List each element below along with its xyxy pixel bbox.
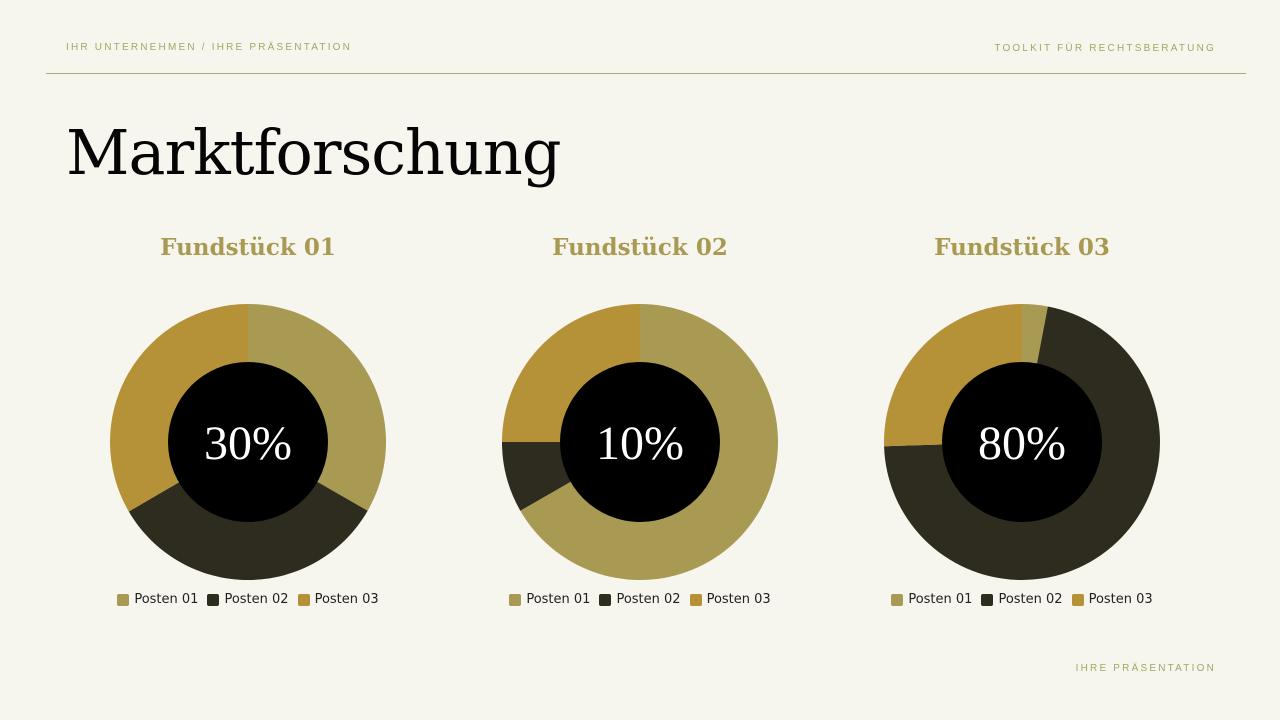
legend-item: Posten 02 bbox=[599, 592, 681, 607]
center-percentage: 80% bbox=[978, 417, 1066, 470]
chart-title: Fundstück 03 bbox=[934, 234, 1110, 261]
chart-legend: Posten 01 Posten 02 Posten 03 bbox=[78, 592, 418, 607]
legend-label: Posten 02 bbox=[616, 592, 681, 607]
legend-swatch bbox=[117, 593, 130, 606]
legend-swatch bbox=[689, 593, 702, 606]
legend-swatch bbox=[599, 593, 612, 606]
legend-swatch bbox=[1071, 593, 1084, 606]
footer-text: IHRE PRÄSENTATION bbox=[1075, 663, 1216, 674]
center-percentage: 30% bbox=[204, 417, 292, 470]
legend-label: Posten 03 bbox=[314, 592, 379, 607]
donut-center bbox=[168, 362, 328, 522]
legend-label: Posten 01 bbox=[908, 592, 973, 607]
legend-item: Posten 03 bbox=[689, 592, 771, 607]
legend-label: Posten 01 bbox=[526, 592, 591, 607]
legend-label: Posten 02 bbox=[224, 592, 289, 607]
legend-label: Posten 03 bbox=[706, 592, 771, 607]
legend-swatch bbox=[509, 593, 522, 606]
donut-center bbox=[942, 362, 1102, 522]
chart-legend: Posten 01 Posten 02 Posten 03 bbox=[470, 592, 810, 607]
chart-legend: Posten 01 Posten 02 Posten 03 bbox=[852, 592, 1192, 607]
pie-chart-1: Fundstück 01 30% Posten 01 Posten 02 Posten … bbox=[78, 234, 418, 607]
legend-item: Posten 03 bbox=[1071, 592, 1153, 607]
header-left: IHR UNTERNEHMEN / IHRE PRÄSENTATION bbox=[66, 42, 353, 53]
legend-item: Posten 03 bbox=[297, 592, 379, 607]
header-right: TOOLKIT FÜR RECHTSBERATUNG bbox=[994, 43, 1216, 54]
legend-swatch bbox=[981, 593, 994, 606]
donut-center bbox=[560, 362, 720, 522]
chart-title: Fundstück 01 bbox=[160, 234, 336, 261]
legend-item: Posten 02 bbox=[981, 592, 1063, 607]
pie-chart-2: Fundstück 02 10% Posten 01 Posten 02 Posten … bbox=[470, 234, 810, 607]
legend-item: Posten 01 bbox=[891, 592, 972, 607]
legend-swatch bbox=[891, 593, 904, 606]
legend-swatch bbox=[207, 593, 220, 606]
page-title: Marktforschung bbox=[66, 116, 562, 189]
legend-label: Posten 03 bbox=[1088, 592, 1153, 607]
legend-item: Posten 02 bbox=[207, 592, 289, 607]
center-percentage: 10% bbox=[596, 417, 684, 470]
legend-item: Posten 01 bbox=[509, 592, 590, 607]
legend-item: Posten 01 bbox=[117, 592, 198, 607]
legend-label: Posten 01 bbox=[134, 592, 199, 607]
header-divider bbox=[46, 73, 1246, 74]
chart-title: Fundstück 02 bbox=[552, 234, 728, 261]
legend-label: Posten 02 bbox=[998, 592, 1063, 607]
legend-swatch bbox=[297, 593, 310, 606]
pie-chart-3: Fundstück 03 80% Posten 01 Posten 02 Posten … bbox=[852, 234, 1192, 607]
